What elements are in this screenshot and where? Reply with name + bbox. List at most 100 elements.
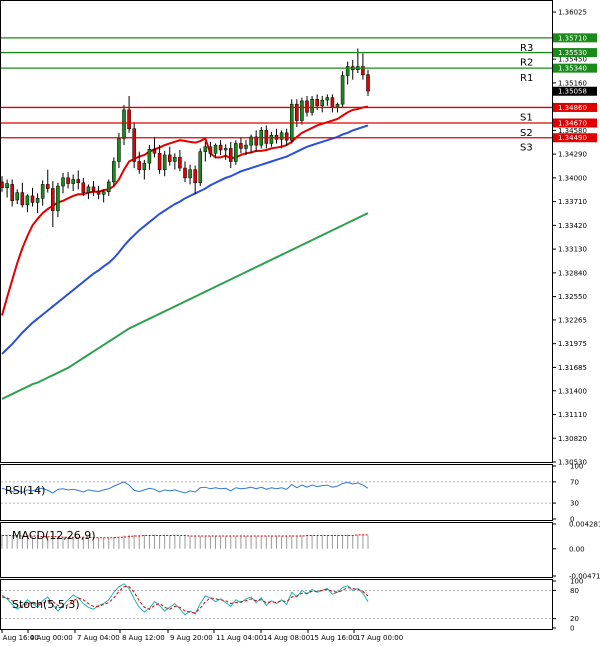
candle-body (300, 100, 304, 121)
candle-body (193, 169, 197, 184)
x-axis-label: 9 Aug 20:00 (170, 634, 213, 642)
rsi-axis-label: 30 (570, 500, 579, 508)
candle-body (51, 188, 55, 211)
candle-body (30, 195, 35, 203)
x-axis-label: 11 Aug 04:00 (216, 634, 263, 642)
macd-signal-line (2, 534, 368, 539)
candle-body (305, 100, 309, 113)
macd-label: MACD(12,26,9) (12, 529, 96, 542)
x-axis: 3 Aug 16:004 Aug 00:00 7 Aug 04:00 8 Aug 1… (0, 630, 403, 642)
price-axis-label: 1.32550 (558, 293, 587, 301)
candle-body (203, 146, 208, 152)
candle-body (188, 169, 192, 179)
x-axis-label: 4 Aug 00:00 (30, 634, 73, 642)
level-label-s1: S1 (520, 112, 533, 123)
macd-axis-label: 0.004281 (569, 521, 600, 529)
level-price-tag-bg (553, 63, 597, 73)
candle-body (284, 132, 289, 141)
rsi-axis-label: 0 (570, 516, 574, 524)
level-label-r3: R3 (520, 43, 533, 54)
level-label-r1: R1 (520, 73, 533, 84)
sma-short-line (1, 105, 369, 316)
sma-mid-line (1, 124, 369, 355)
candle-body (340, 75, 345, 105)
stoch-axis-label: 100 (570, 578, 583, 586)
rsi-label: RSI(14) (5, 484, 45, 497)
candle-body (101, 191, 106, 195)
x-axis-label: 15 Aug 16:00 (310, 634, 357, 642)
candle-body (244, 144, 248, 149)
price-axis-label: 1.34000 (558, 174, 587, 182)
price-axis-label: 1.35450 (558, 56, 587, 64)
rsi-axis-label: 70 (570, 478, 579, 486)
price-axis-label: 1.34290 (558, 151, 587, 159)
level-price-tag: 1.34490 (558, 134, 587, 142)
candle-body (106, 181, 111, 193)
rsi-panel-frame (0, 464, 553, 521)
candle-body (162, 154, 167, 170)
current-price-tag: 1.35058 (558, 88, 587, 96)
candle-body (81, 182, 86, 193)
rsi-axis-label: 100 (570, 463, 583, 471)
candle-body (61, 177, 65, 187)
price-axis-label: 1.34580 (558, 127, 587, 135)
price-axis-label: 1.32840 (558, 269, 587, 277)
candle-body (25, 195, 30, 206)
candle-body (137, 161, 142, 170)
candle-body (122, 109, 126, 139)
candle-body (142, 162, 147, 170)
candle-body (269, 135, 274, 144)
candle-body (127, 109, 131, 129)
level-price-tag-bg (553, 133, 597, 143)
candle-body (173, 157, 177, 162)
macd-layer: 0.004281 0.00 -0.004713 (1, 521, 600, 581)
level-price-tag-bg (553, 33, 597, 43)
candle-body (157, 153, 162, 170)
price-axis-label: 1.30530 (558, 459, 587, 467)
price-axis-label: 1.30820 (558, 435, 587, 443)
candle-body (213, 144, 218, 154)
stoch-axis-label: 20 (570, 615, 579, 623)
candle-body (91, 186, 96, 192)
candle-body (325, 97, 330, 101)
level-price-tag-bg (553, 102, 597, 112)
candle-body (320, 99, 325, 107)
candle-body (15, 192, 20, 201)
price-axis-label: 1.31685 (558, 364, 587, 372)
candle-body (208, 146, 213, 154)
current-price-tag-bg (553, 86, 597, 96)
price-axis-label: 1.33710 (558, 198, 587, 206)
stoch-axis-label: 80 (570, 587, 579, 595)
macd-axis-label: -0.004713 (569, 573, 600, 581)
stoch-axis-label: 0 (570, 625, 574, 633)
candle-body (198, 151, 203, 184)
candle-body (239, 143, 243, 149)
stoch-main-line (1, 583, 369, 616)
level-price-tag: 1.34670 (558, 120, 587, 128)
candle-body (223, 148, 228, 151)
price-axis-label: 1.31400 (558, 387, 587, 395)
x-axis-label: 3 Aug 16:00 (0, 634, 39, 642)
level-price-tag: 1.35340 (558, 65, 587, 73)
stoch-label: Stoch(5,5,3) (12, 598, 80, 611)
level-price-tag: 1.35530 (558, 49, 587, 57)
candle-body (183, 167, 187, 179)
candle-body (345, 66, 350, 76)
candle-body (249, 136, 253, 146)
price-axis-label: 1.31975 (558, 340, 587, 348)
price-axis-label: 1.31110 (558, 411, 587, 419)
candle-body (35, 198, 40, 203)
price-axis-label: 1.33130 (558, 246, 587, 254)
x-axis-label: 7 Aug 04:00 (77, 634, 120, 642)
candle-body (132, 128, 136, 162)
candle-body (76, 179, 81, 184)
candle-body (5, 183, 9, 188)
level-price-tag-bg (553, 48, 597, 58)
candle-body (112, 161, 116, 183)
candle-body (264, 130, 269, 144)
candle-body (279, 132, 284, 140)
price-axis-label: 1.36025 (558, 9, 587, 17)
candle-body (45, 184, 50, 189)
rsi-line (1, 481, 369, 494)
candle-body (71, 179, 75, 184)
